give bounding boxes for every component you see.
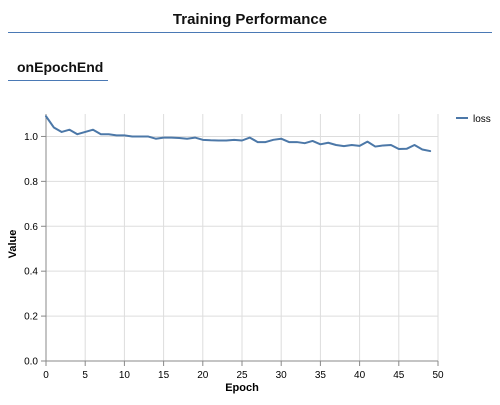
page-title: Training Performance <box>172 11 328 28</box>
y-tick-label: 0.6 <box>24 222 38 233</box>
y-ticks: 0.0 0.2 0.4 0.6 0.8 1.0 <box>24 132 46 368</box>
y-tick-label: 0.4 <box>24 267 38 278</box>
x-tick-label: 30 <box>276 370 288 381</box>
y-tick-label: 0.8 <box>24 177 38 188</box>
x-tick-label: 45 <box>393 370 405 381</box>
section-title: onEpochEnd <box>17 59 104 75</box>
y-tick-label: 0.0 <box>24 357 38 368</box>
series-line-loss <box>45 115 432 153</box>
header-bar: Training Performance <box>8 0 492 33</box>
x-tick-label: 35 <box>315 370 327 381</box>
grid-lines <box>45 114 439 362</box>
y-axis-title: Value <box>7 230 19 259</box>
x-tick-label: 15 <box>158 370 170 381</box>
x-ticks: 0 5 10 15 20 25 30 35 40 45 50 <box>43 361 444 381</box>
x-tick-label: 0 <box>43 370 49 381</box>
legend-label-loss: loss <box>473 114 491 125</box>
x-tick-label: 50 <box>432 370 444 381</box>
legend: loss <box>456 114 491 125</box>
series-group <box>45 115 432 153</box>
x-tick-label: 40 <box>354 370 366 381</box>
section-header: onEpochEnd <box>8 52 108 81</box>
x-tick-label: 5 <box>82 370 88 381</box>
x-tick-label: 20 <box>197 370 209 381</box>
x-tick-label: 25 <box>236 370 248 381</box>
x-tick-label: 10 <box>119 370 131 381</box>
y-tick-label: 1.0 <box>24 132 38 143</box>
y-tick-label: 0.2 <box>24 312 38 323</box>
x-axis-title: Epoch <box>225 382 259 394</box>
